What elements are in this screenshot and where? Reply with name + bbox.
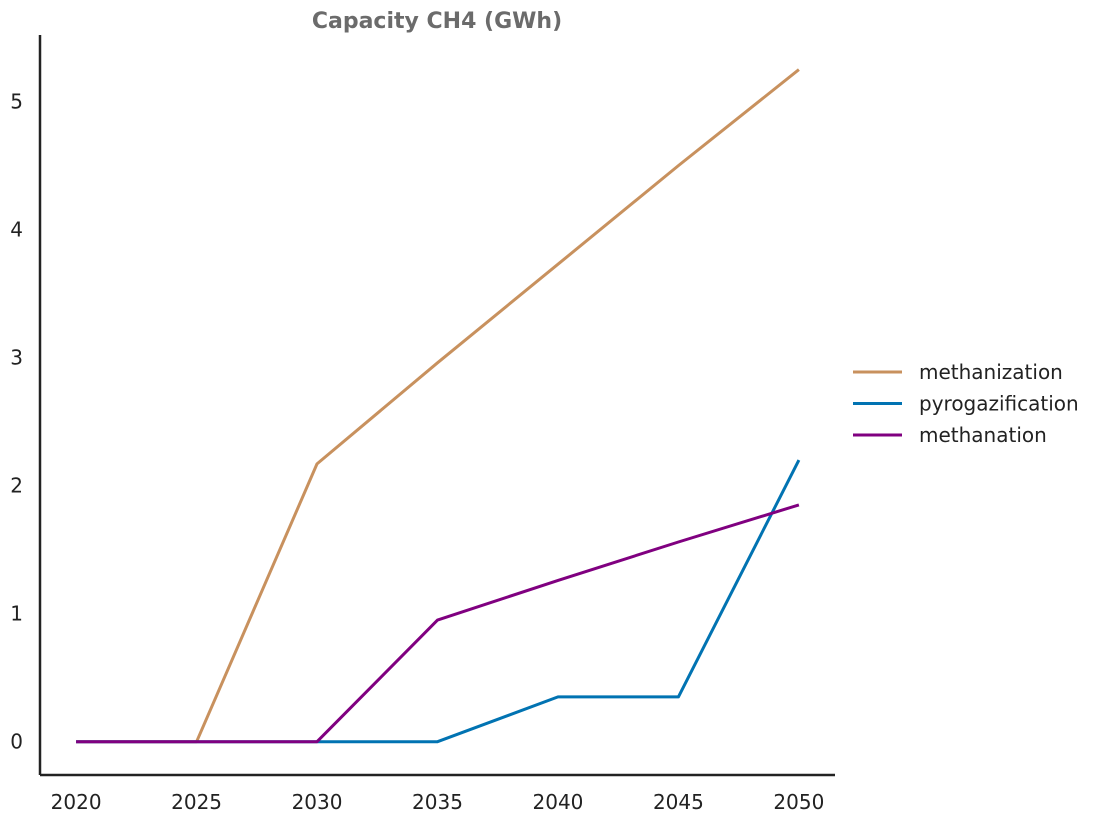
y-tick-label: 1	[10, 602, 23, 626]
series-group	[76, 68, 801, 744]
y-tick-label: 0	[10, 730, 23, 754]
series-line-methanation	[76, 503, 800, 744]
legend-label-methanization: methanization	[919, 360, 1063, 384]
legend: methanization pyrogazification methanation	[853, 360, 1079, 447]
x-tick-label: 2035	[412, 790, 463, 814]
y-tick-labels: 0 1 2 3 4 5	[10, 90, 23, 754]
x-tick-label: 2020	[51, 790, 102, 814]
x-tick-label: 2025	[171, 790, 222, 814]
y-tick-label: 5	[10, 90, 23, 114]
series-line-methanization	[76, 68, 800, 744]
legend-label-pyrogazification: pyrogazification	[919, 392, 1079, 416]
x-tick-label: 2045	[653, 790, 704, 814]
x-tick-labels: 2020 2025 2030 2035 2040 2045 2050	[51, 790, 825, 814]
series-line-pyrogazification	[76, 459, 801, 744]
x-tick-label: 2030	[292, 790, 343, 814]
y-tick-label: 2	[10, 474, 23, 498]
legend-label-methanation: methanation	[919, 423, 1047, 447]
y-tick-label: 3	[10, 346, 23, 370]
y-tick-label: 4	[10, 218, 23, 242]
x-tick-label: 2040	[533, 790, 584, 814]
x-tick-label: 2050	[773, 790, 824, 814]
chart-title: Capacity CH4 (GWh)	[312, 9, 562, 34]
